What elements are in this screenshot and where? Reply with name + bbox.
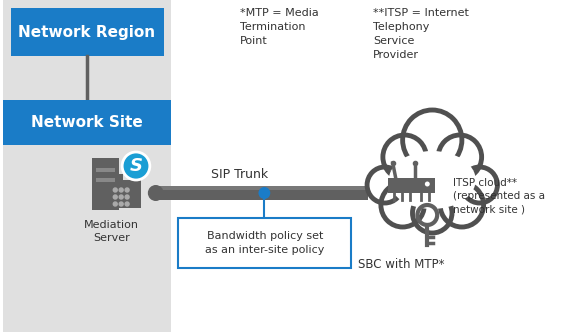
FancyBboxPatch shape	[92, 158, 119, 210]
FancyBboxPatch shape	[96, 178, 116, 182]
FancyBboxPatch shape	[112, 180, 141, 208]
Circle shape	[119, 195, 123, 199]
Text: **ITSP = Internet
Telephony
Service
Provider: **ITSP = Internet Telephony Service Prov…	[373, 8, 469, 60]
Circle shape	[425, 182, 430, 187]
FancyBboxPatch shape	[3, 100, 171, 145]
Text: SBC with MTP*: SBC with MTP*	[358, 258, 445, 271]
Circle shape	[119, 202, 123, 206]
Circle shape	[367, 167, 403, 203]
Text: Network Region: Network Region	[18, 25, 155, 40]
Circle shape	[413, 193, 452, 233]
Circle shape	[403, 110, 462, 170]
Ellipse shape	[385, 147, 479, 212]
Circle shape	[125, 195, 129, 199]
Text: ITSP cloud**
(represented as a
network site ): ITSP cloud** (represented as a network s…	[453, 178, 545, 214]
Text: *MTP = Media
Termination
Point: *MTP = Media Termination Point	[240, 8, 319, 46]
Text: S: S	[130, 157, 142, 175]
Circle shape	[119, 188, 123, 192]
Text: Bandwidth policy set
as an inter-site policy: Bandwidth policy set as an inter-site po…	[205, 231, 324, 255]
Circle shape	[462, 167, 497, 203]
Circle shape	[125, 188, 129, 192]
Circle shape	[438, 135, 481, 179]
Circle shape	[383, 135, 426, 179]
Text: Network Site: Network Site	[31, 115, 142, 129]
Circle shape	[113, 195, 117, 199]
FancyBboxPatch shape	[179, 218, 351, 268]
Text: Mediation
Server: Mediation Server	[84, 220, 139, 243]
FancyBboxPatch shape	[11, 8, 164, 56]
Circle shape	[113, 188, 117, 192]
FancyBboxPatch shape	[156, 186, 368, 200]
Circle shape	[125, 202, 129, 206]
Text: SIP Trunk: SIP Trunk	[211, 168, 268, 181]
Circle shape	[122, 152, 150, 180]
Ellipse shape	[389, 151, 476, 209]
Circle shape	[113, 202, 117, 206]
FancyBboxPatch shape	[112, 174, 123, 184]
FancyBboxPatch shape	[156, 186, 368, 190]
Circle shape	[440, 183, 484, 227]
FancyBboxPatch shape	[3, 0, 171, 332]
Circle shape	[148, 185, 164, 201]
Circle shape	[381, 183, 424, 227]
FancyBboxPatch shape	[388, 178, 435, 193]
FancyBboxPatch shape	[96, 168, 116, 172]
Circle shape	[258, 187, 270, 199]
